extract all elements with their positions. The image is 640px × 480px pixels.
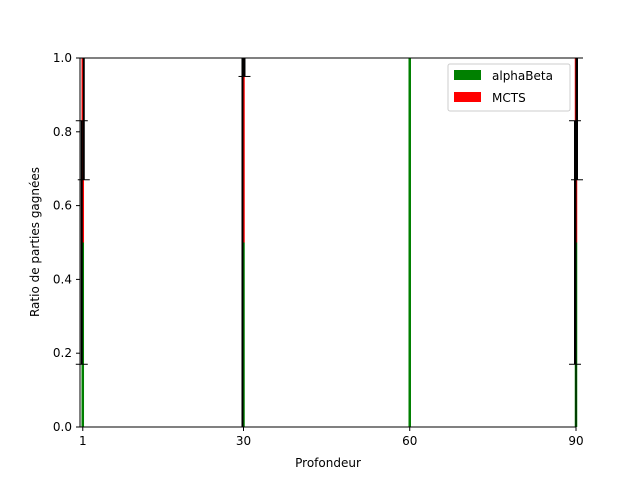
y-axis-label: Ratio de parties gagnées xyxy=(28,167,42,317)
y-axis-ticks: 0.0 0.2 0.4 0.6 0.8 1.0 xyxy=(53,51,80,434)
x-axis-ticks: 1 30 60 90 xyxy=(79,427,584,448)
x-tick-label: 30 xyxy=(236,434,251,448)
y-tick-label: 0.8 xyxy=(53,125,72,139)
legend-swatch-mcts xyxy=(454,92,481,102)
x-axis-label: Profondeur xyxy=(295,456,361,470)
x-tick-label: 60 xyxy=(402,434,417,448)
bar-alphabeta-60 xyxy=(408,58,411,427)
y-tick-label: 0.4 xyxy=(53,272,72,286)
legend-swatch-alphabeta xyxy=(454,70,481,80)
legend-label-alphabeta: alphaBeta xyxy=(492,69,553,83)
legend-label-mcts: MCTS xyxy=(492,91,526,105)
y-tick-label: 1.0 xyxy=(53,51,72,65)
x-tick-label: 1 xyxy=(79,434,87,448)
legend: alphaBeta MCTS xyxy=(447,63,571,112)
plot-frame xyxy=(79,57,577,428)
y-tick-label: 0.0 xyxy=(53,420,72,434)
x-tick-label: 90 xyxy=(568,434,583,448)
y-tick-label: 0.6 xyxy=(53,199,72,213)
y-tick-label: 0.2 xyxy=(53,346,72,360)
